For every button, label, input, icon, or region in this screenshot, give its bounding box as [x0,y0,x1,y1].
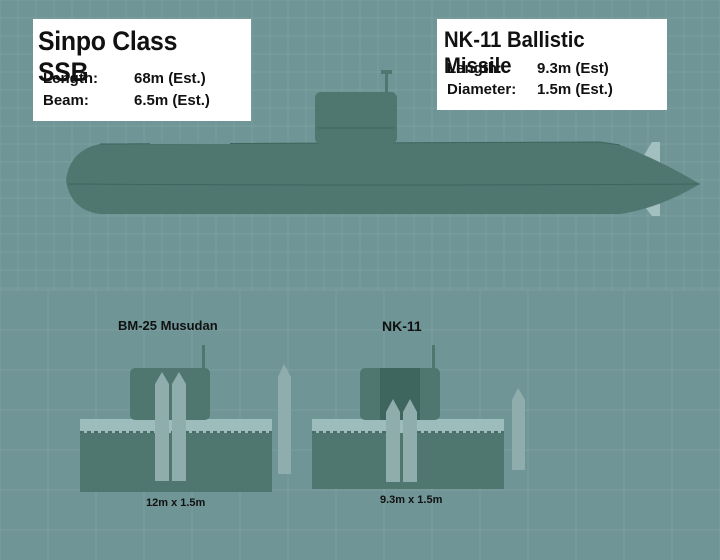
bm25-mast [202,345,205,369]
bm25-missile-tube-2 [172,384,186,481]
submarine-info-box: Sinpo Class SSB Length: 68m (Est.) Beam:… [33,19,251,121]
submarine-hull [66,142,700,214]
nk11-missile-standalone [512,400,525,470]
bm25-sail [130,368,210,420]
bm25-section-label: BM-25 Musudan [118,318,218,333]
missile-title: NK-11 Ballistic Missile [444,27,585,78]
periscope-mast [385,70,388,93]
submarine-length-label: Length: [43,70,98,87]
hull-deck-line [99,141,621,146]
missile-diameter-value: 1.5m (Est.) [537,81,613,98]
nk11-missile-tube-1 [386,412,400,482]
submarine-sail [315,92,397,144]
bm25-dimension-label: 12m x 1.5m [146,497,206,509]
nk11-cross-section [312,345,525,489]
submarine-title: Sinpo Class SSB [38,26,178,87]
missile-length-value: 9.3m (Est) [537,60,609,77]
bm25-missile-standalone [278,377,291,474]
bm25-missile-tube-1 [155,384,169,481]
bm25-missile-standalone-nose [278,364,291,377]
missile-diameter-label: Diameter: [447,81,517,98]
submarine-profile [66,70,701,216]
bm25-missile-nose-2 [172,372,186,384]
periscope-head [381,70,392,74]
nk11-dimension-label: 9.3m x 1.5m [380,494,443,506]
nk11-missile-nose-2 [403,399,417,412]
submarine-length-value: 68m (Est.) [134,70,206,87]
nk11-missile-standalone-nose [512,388,525,400]
nk11-mast [432,345,435,369]
nk11-missile-nose-1 [386,399,400,412]
missile-info-box: NK-11 Ballistic Missile Length: 9.3m (Es… [437,19,667,110]
bm25-cross-section [80,345,291,492]
submarine-beam-value: 6.5m (Est.) [134,92,210,109]
hull-waterline [67,183,701,186]
deck-hatch [150,141,230,144]
nk11-missile-tube-2 [403,412,417,482]
bm25-missile-nose-1 [155,372,169,384]
submarine-beam-label: Beam: [43,92,89,109]
nk11-section-label: NK-11 [382,318,422,334]
missile-length-label: Length: [447,60,502,77]
